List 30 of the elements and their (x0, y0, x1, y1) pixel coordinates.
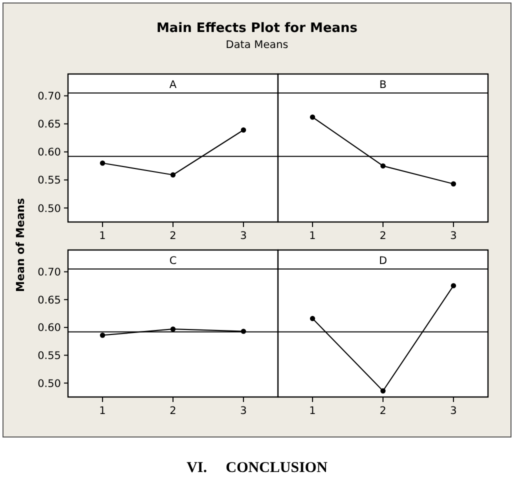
x-tick-label: 1 (99, 230, 106, 242)
x-tick-label: 3 (240, 405, 247, 417)
y-tick-label: 0.55 (38, 350, 61, 362)
x-tick-label: 2 (170, 405, 176, 417)
x-tick-label: 3 (450, 230, 457, 242)
text: Main Effects Plot for Means (156, 21, 358, 36)
x-tick-label: 1 (99, 405, 106, 417)
y-tick-label: 0.50 (38, 378, 61, 390)
chart-title: C (169, 255, 177, 267)
y-tick-label: 0.70 (38, 266, 61, 279)
y-tick-label: 0.65 (38, 294, 61, 306)
x-tick-label: 2 (170, 230, 176, 242)
chart-title: B (379, 79, 387, 91)
text: VI. CONCLUSION (186, 460, 328, 476)
y-tick-label: 0.60 (38, 146, 61, 159)
x-tick-label: 3 (450, 405, 457, 417)
x-tick-label: 3 (240, 230, 247, 242)
y-tick-label: 0.70 (38, 90, 61, 103)
x-tick-label: 2 (380, 230, 386, 242)
chart-title: D (378, 255, 388, 267)
y-axis-title: Mean of Means (14, 198, 27, 292)
y-tick-label: 0.50 (38, 202, 61, 215)
x-tick-label: 2 (380, 405, 386, 417)
chart-title: A (169, 79, 178, 91)
y-tick-label: 0.55 (38, 174, 61, 187)
x-tick-label: 1 (309, 405, 316, 417)
y-tick-label: 0.60 (38, 322, 61, 334)
text: Data Means (226, 39, 288, 51)
y-tick-label: 0.65 (38, 118, 61, 131)
x-tick-label: 1 (309, 230, 316, 242)
